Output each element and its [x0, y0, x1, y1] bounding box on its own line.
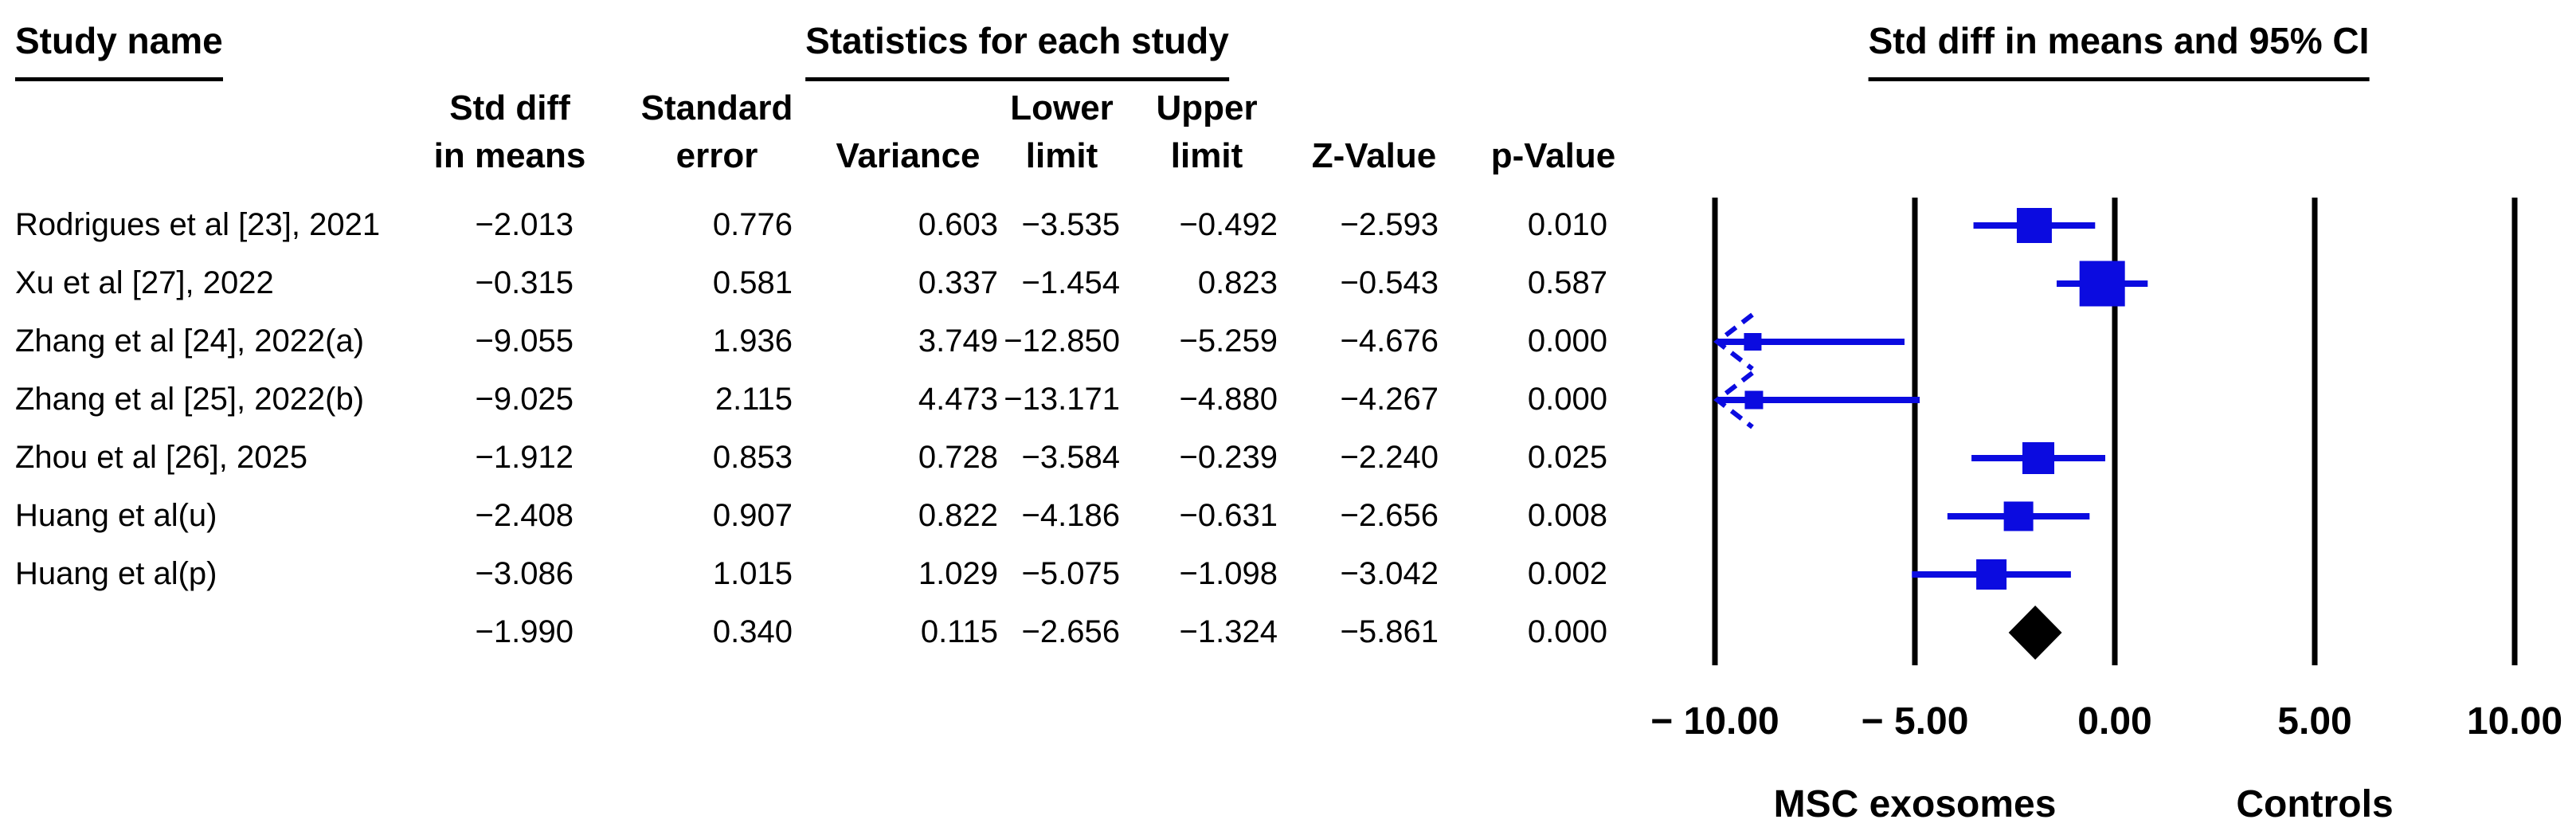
plot-section-title: Std diff in means and 95% CI [1868, 20, 2370, 81]
point-estimate-square-2 [1744, 333, 1762, 351]
tick-label--5: − 5.00 [1861, 700, 1969, 743]
study-value-col0: −1.912 [475, 440, 574, 475]
study-value-col6: 0.000 [1527, 382, 1607, 417]
study-value-col2: 0.822 [918, 498, 998, 533]
tick-label-0: 0.00 [2077, 700, 2152, 743]
study-value-col3: −13.171 [1004, 382, 1120, 417]
column-header-variance: Variance [836, 136, 981, 175]
study-value-col1: 0.907 [712, 498, 793, 533]
overall-value-col0: −1.990 [475, 614, 574, 649]
study-value-col6: 0.025 [1527, 440, 1607, 475]
study-value-col2: 1.029 [918, 556, 998, 591]
study-value-col5: −2.656 [1340, 498, 1439, 533]
group-label-controls: Controls [2236, 783, 2394, 825]
study-value-col1: 1.936 [712, 323, 793, 359]
study-value-col0: −2.408 [475, 498, 574, 533]
column-header-z-value: Z-Value [1311, 136, 1437, 175]
overall-diamond [2008, 606, 2062, 660]
point-estimate-square-0 [2016, 208, 2052, 243]
column-header-standard-error: Standard error [640, 88, 793, 175]
column-header-lower-limit: Lower limit [1010, 88, 1114, 175]
study-value-col1: 0.776 [712, 207, 793, 242]
tick-label-10: 10.00 [2466, 700, 2563, 743]
statistics-section-title: Statistics for each study [805, 20, 1229, 81]
study-value-col5: −2.593 [1340, 207, 1439, 242]
study-value-col6: 0.010 [1527, 207, 1607, 242]
study-value-col5: −2.240 [1340, 440, 1439, 475]
ci-arrow-left-3 [1713, 370, 1754, 429]
study-value-col3: −5.075 [1021, 556, 1120, 591]
study-value-col1: 1.015 [712, 556, 793, 591]
tick-label-5: 5.00 [2277, 700, 2352, 743]
study-value-col3: −12.850 [1004, 323, 1120, 359]
study-name: Zhang et al [24], 2022(a) [15, 323, 365, 359]
study-value-col5: −4.676 [1340, 323, 1439, 359]
study-value-col4: −1.098 [1179, 556, 1278, 591]
study-value-col3: −4.186 [1021, 498, 1120, 533]
study-value-col5: −3.042 [1340, 556, 1439, 591]
study-value-col6: 0.002 [1527, 556, 1607, 591]
study-value-col0: −9.025 [475, 382, 574, 417]
study-name: Xu et al [27], 2022 [15, 265, 274, 300]
study-value-col0: −2.013 [475, 207, 574, 242]
point-estimate-square-1 [2079, 261, 2125, 307]
study-name: Huang et al(p) [15, 556, 217, 591]
study-value-col6: 0.008 [1527, 498, 1607, 533]
overall-value-col4: −1.324 [1179, 614, 1278, 649]
group-label-msc-exosomes: MSC exosomes [1773, 783, 2057, 825]
study-value-col3: −3.535 [1021, 207, 1120, 242]
overall-value-col3: −2.656 [1021, 614, 1120, 649]
study-value-col2: 3.749 [918, 323, 998, 359]
study-value-col3: −3.584 [1021, 440, 1120, 475]
overall-value-col6: 0.000 [1527, 614, 1607, 649]
study-value-col4: 0.823 [1197, 265, 1278, 300]
study-value-col1: 0.581 [712, 265, 793, 300]
study-value-col0: −3.086 [475, 556, 574, 591]
study-value-col4: −5.259 [1179, 323, 1278, 359]
column-header-std-diff-in-means: Std diff in means [433, 88, 586, 175]
column-header-upper-limit: Upper limit [1156, 88, 1258, 175]
overall-value-col2: 0.115 [920, 614, 998, 649]
study-value-col0: −9.055 [475, 323, 574, 359]
study-name-column-title: Study name [15, 20, 223, 81]
study-value-col3: −1.454 [1021, 265, 1120, 300]
study-value-col0: −0.315 [475, 265, 574, 300]
study-value-col4: −0.492 [1179, 207, 1278, 242]
study-value-col4: −4.880 [1179, 382, 1278, 417]
ci-arrow-left-2 [1713, 312, 1754, 371]
study-name: Zhang et al [25], 2022(b) [15, 382, 365, 417]
study-value-col5: −4.267 [1340, 382, 1439, 417]
study-value-col6: 0.587 [1527, 265, 1607, 300]
overall-value-col1: 0.340 [712, 614, 793, 649]
study-value-col2: 0.603 [918, 207, 998, 242]
study-value-col1: 2.115 [714, 382, 793, 417]
study-value-col4: −0.239 [1179, 440, 1278, 475]
column-header-p-value: p-Value [1490, 136, 1616, 175]
point-estimate-square-5 [2003, 501, 2034, 531]
overall-value-col5: −5.861 [1340, 614, 1439, 649]
point-estimate-square-4 [2022, 442, 2055, 474]
study-value-col5: −0.543 [1340, 265, 1439, 300]
study-name: Rodrigues et al [23], 2021 [15, 207, 381, 242]
study-value-col2: 4.473 [918, 382, 998, 417]
point-estimate-square-3 [1744, 390, 1764, 410]
study-name: Huang et al(u) [15, 498, 217, 533]
tick-label--10: − 10.00 [1650, 700, 1779, 743]
study-name: Zhou et al [26], 2025 [15, 440, 307, 475]
point-estimate-square-6 [1976, 559, 2007, 590]
study-value-col1: 0.853 [712, 440, 793, 475]
study-value-col2: 0.728 [918, 440, 998, 475]
study-value-col6: 0.000 [1527, 323, 1607, 359]
study-value-col4: −0.631 [1179, 498, 1278, 533]
study-value-col2: 0.337 [918, 265, 998, 300]
